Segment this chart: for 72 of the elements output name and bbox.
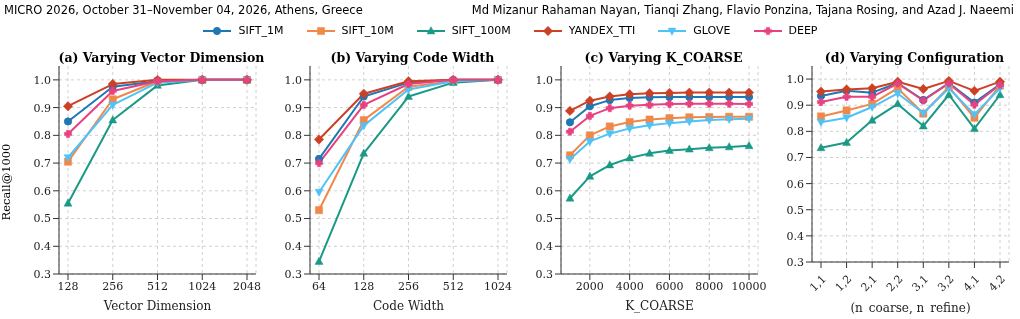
y-tick-label: 0.5 bbox=[33, 212, 51, 226]
x-tick-label: 1,2 bbox=[832, 272, 855, 295]
y-tick-label: 0.6 bbox=[33, 184, 51, 198]
x-tick-label: 6000 bbox=[655, 279, 684, 293]
y-axis-title: Recall@1000 bbox=[0, 142, 13, 223]
x-tick-label: 4,1 bbox=[960, 272, 983, 295]
x-tick-label: 2,2 bbox=[883, 272, 906, 295]
y-tick-label: 0.3 bbox=[33, 267, 51, 281]
x-tick-label: 128 bbox=[57, 279, 79, 293]
chart-title: (c) Varying K_COARSE bbox=[583, 50, 744, 65]
x-axis-title: K_COARSE bbox=[625, 299, 694, 313]
y-tick-label: 0.8 bbox=[33, 129, 51, 143]
y-tick-label: 0.4 bbox=[535, 240, 553, 254]
text: Md Mizanur Rahaman Nayan, Tianqi Zhang, Flavio Ponzina, Tajana Rosing, and Azad J. Naeemi bbox=[471, 3, 1014, 17]
y-tick-label: 0.4 bbox=[33, 240, 51, 254]
y-tick-label: 0.4 bbox=[786, 229, 804, 243]
x-tick-label: 512 bbox=[442, 279, 464, 293]
y-tick-label: 0.6 bbox=[786, 177, 804, 191]
x-tick-label: 2,1 bbox=[858, 272, 880, 295]
x-tick-label: 4000 bbox=[615, 279, 644, 293]
text: MICRO 2026, October 31–November 04, 2026, Athens, Greece bbox=[4, 3, 363, 17]
y-tick-label: 0.3 bbox=[786, 255, 804, 269]
x-axis-title: Vector Dimension bbox=[102, 299, 212, 313]
legend-label: SIFT_100M bbox=[451, 24, 511, 37]
legend-label: DEEP bbox=[788, 24, 818, 37]
y-tick-label: 0.9 bbox=[284, 101, 302, 115]
y-tick-label: 1.0 bbox=[284, 73, 302, 87]
chart-title: (d) Varying Configuration bbox=[823, 50, 1006, 65]
x-tick-label: 256 bbox=[102, 279, 124, 293]
x-tick-label: 1,1 bbox=[807, 272, 829, 295]
y-tick-label: 0.7 bbox=[786, 151, 804, 165]
x-tick-label: 1024 bbox=[484, 279, 512, 293]
x-axis-title: (n_coarse, n_refine) bbox=[850, 301, 971, 315]
y-tick-label: 0.6 bbox=[284, 184, 302, 198]
x-tick-label: 10000 bbox=[731, 279, 767, 293]
y-tick-label: 0.9 bbox=[786, 99, 804, 113]
x-tick-label: 2048 bbox=[233, 279, 261, 293]
x-tick-label: 256 bbox=[398, 279, 419, 293]
y-tick-label: 0.7 bbox=[284, 156, 302, 170]
x-tick-label: 128 bbox=[353, 279, 375, 293]
x-tick-label: 4,2 bbox=[986, 272, 1008, 295]
x-tick-label: 64 bbox=[312, 279, 326, 293]
y-tick-label: 0.7 bbox=[535, 156, 553, 170]
legend-label: GLOVE bbox=[693, 24, 731, 37]
y-tick-label: 0.5 bbox=[786, 203, 804, 217]
x-tick-label: 3,2 bbox=[935, 272, 957, 295]
y-tick-label: 0.9 bbox=[535, 101, 553, 115]
legend-label: SIFT_10M bbox=[341, 24, 394, 37]
x-tick-label: 1024 bbox=[188, 279, 217, 293]
y-tick-label: 0.8 bbox=[284, 129, 302, 143]
chart-title: (b) Varying Code Width bbox=[329, 50, 496, 65]
y-tick-label: 1.0 bbox=[786, 72, 804, 86]
legend-label: SIFT_1M bbox=[238, 24, 284, 37]
y-tick-label: 1.0 bbox=[535, 73, 553, 87]
y-tick-label: 0.3 bbox=[284, 267, 302, 281]
y-tick-label: 0.5 bbox=[535, 212, 553, 226]
y-tick-label: 0.3 bbox=[535, 267, 553, 281]
y-tick-label: 1.0 bbox=[33, 73, 51, 87]
chart-title: (a) Varying Vector Dimension bbox=[57, 50, 266, 65]
x-tick-label: 512 bbox=[147, 279, 168, 293]
x-tick-label: 2000 bbox=[575, 279, 604, 293]
x-tick-label: 8000 bbox=[695, 279, 724, 293]
y-tick-label: 0.8 bbox=[535, 129, 553, 143]
y-tick-label: 0.5 bbox=[284, 212, 302, 226]
y-tick-label: 0.9 bbox=[33, 101, 51, 115]
y-tick-label: 0.7 bbox=[33, 156, 51, 170]
legend-label: YANDEX_TTI bbox=[568, 24, 636, 37]
y-tick-label: 0.8 bbox=[786, 125, 804, 139]
x-tick-label: 3,1 bbox=[909, 272, 932, 295]
x-axis-title: Code Width bbox=[372, 299, 445, 313]
y-tick-label: 0.6 bbox=[535, 184, 553, 198]
y-tick-label: 0.4 bbox=[284, 240, 302, 254]
